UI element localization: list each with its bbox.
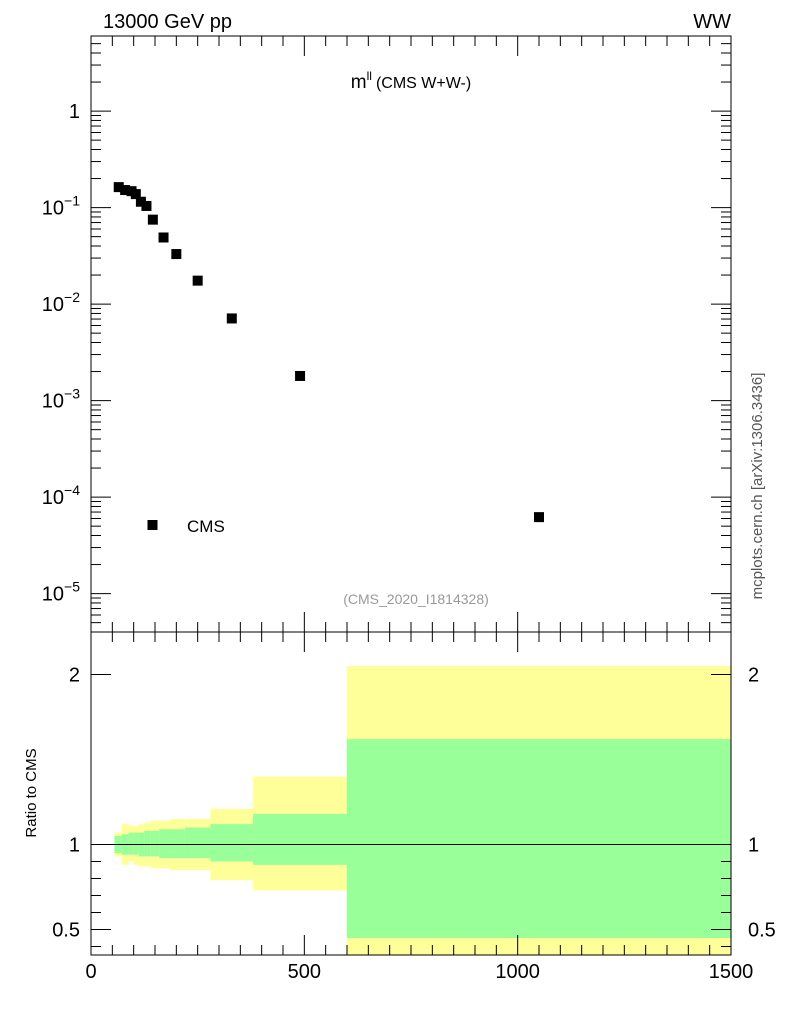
data-point xyxy=(192,275,203,286)
data-point xyxy=(226,313,237,324)
main-y-tick-label: 10−3 xyxy=(42,386,80,413)
main-y-tick-label: 10−4 xyxy=(42,482,80,509)
main-y-tick-labels: 1 10−1 10−2 10−3 10−4 10−5 xyxy=(42,101,80,606)
x-tick-labels: 0 500 1000 1500 xyxy=(85,961,753,983)
ratio-bands xyxy=(114,666,732,955)
main-y-tick-label: 1 xyxy=(69,101,80,123)
header-process: 13000 GeV pp xyxy=(103,11,232,33)
side-label: mcplots.cern.ch [arXiv:1306.3436] xyxy=(749,373,766,600)
main-ticks xyxy=(90,35,732,633)
main-title-sup: ll xyxy=(367,69,372,83)
x-tick-label: 1000 xyxy=(495,961,540,983)
main-title: mll (CMS W+W-) xyxy=(351,69,471,93)
ratio-y-tick-labels: 0.5 0.5 1 1 2 2 xyxy=(52,665,776,942)
x-tick-label: 0 xyxy=(85,961,96,983)
main-title-var: m xyxy=(351,72,367,93)
main-data-points xyxy=(113,182,544,523)
ratio-band-stat xyxy=(150,830,160,857)
main-y-tick-label: 10−1 xyxy=(42,193,80,220)
main-y-tick-label: 10−2 xyxy=(42,289,80,316)
ratio-band-stat xyxy=(159,829,171,859)
data-point xyxy=(534,512,544,523)
ratio-y-axis-label: Ratio to CMS xyxy=(23,748,40,837)
legend-label: CMS xyxy=(187,517,225,536)
main-frame xyxy=(90,35,732,633)
ratio-y-tick-label: 1 xyxy=(69,835,80,857)
main-title-rest: (CMS W+W-) xyxy=(376,75,471,92)
data-point xyxy=(158,232,169,243)
ratio-y-tick-label: 2 xyxy=(69,665,80,687)
data-point xyxy=(113,182,124,193)
ratio-band-stat xyxy=(144,830,152,857)
ratio-band-stat xyxy=(128,832,135,855)
data-point xyxy=(135,196,146,207)
ratio-band-stat xyxy=(133,832,140,855)
legend-marker xyxy=(147,520,158,530)
data-point xyxy=(295,370,306,381)
x-tick-label: 500 xyxy=(288,961,321,983)
ratio-band-stat xyxy=(253,813,348,865)
header-channel: WW xyxy=(693,11,731,33)
data-point xyxy=(130,189,141,200)
ratio-y-tick-label-right: 1 xyxy=(748,835,759,857)
ratio-band-stat xyxy=(347,739,732,938)
analysis-id: (CMS_2020_I1814328) xyxy=(343,591,489,607)
main-y-tick-label: 10−5 xyxy=(42,579,80,606)
data-point xyxy=(147,214,158,225)
data-point xyxy=(171,249,182,260)
ratio-band-stat xyxy=(169,829,186,859)
x-tick-label: 1500 xyxy=(709,961,754,983)
ratio-panel: 0.5 0.5 1 1 2 2 0 500 1000 1500 Ratio to CMS xyxy=(23,631,776,983)
data-point xyxy=(120,185,131,196)
data-point xyxy=(141,200,152,211)
main-panel: 110−110−210−310−410−5 mll (CMS W+W-) CMS … xyxy=(42,35,732,633)
ratio-y-tick-label-right: 0.5 xyxy=(748,920,776,942)
ratio-y-tick-label-right: 2 xyxy=(748,665,759,687)
ratio-band-stat xyxy=(210,824,254,862)
ratio-y-tick-label: 0.5 xyxy=(52,920,80,942)
ratio-band-stat xyxy=(184,827,211,859)
ratio-ticks xyxy=(90,632,732,955)
